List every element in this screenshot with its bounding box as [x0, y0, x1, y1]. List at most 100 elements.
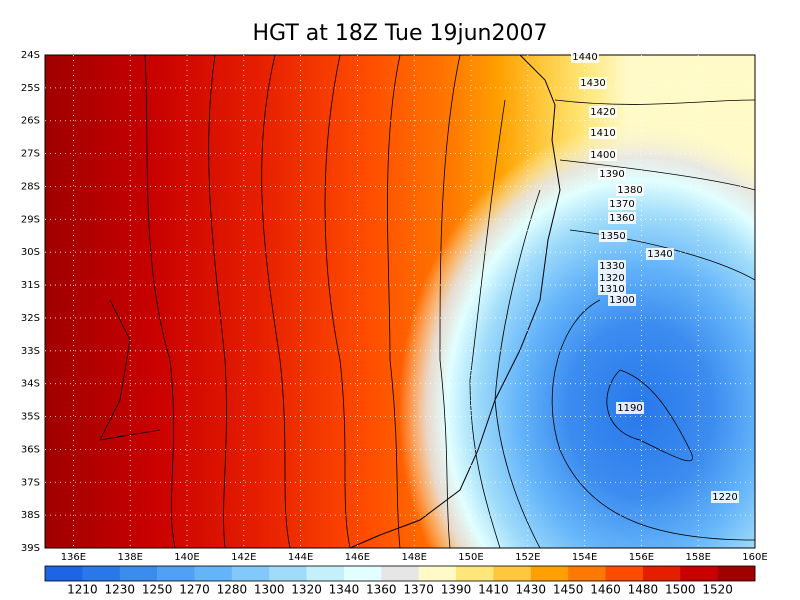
contour-label-text: 1390 [599, 169, 624, 180]
colorbar-swatch [605, 566, 644, 581]
contour-label: 1300 [608, 294, 636, 306]
lon-tick-label: 142E [231, 552, 256, 563]
contour-label-text: 1380 [617, 185, 642, 196]
lon-tick-label: 158E [685, 552, 710, 563]
colorbar-swatch [343, 566, 382, 581]
contour-label-text: 1220 [712, 492, 737, 503]
lon-tick-label: 150E [458, 552, 483, 563]
contour-label-text: 1410 [590, 128, 615, 139]
colorbar-frame [44, 565, 756, 582]
lat-tick-label: 27S [21, 149, 40, 160]
colorbar-label: 1230 [104, 583, 135, 597]
colorbar-swatch [194, 566, 233, 581]
contour-label-text: 1430 [580, 78, 605, 89]
contour-label: 1340 [646, 248, 674, 260]
contour-label: 1330 [598, 260, 626, 272]
contour-label: 1360 [608, 212, 636, 224]
contour-label-text: 1420 [590, 107, 615, 118]
colorbar-label: 1250 [142, 583, 173, 597]
contour-label-bg [571, 51, 599, 63]
contour-label-bg [711, 491, 739, 503]
contour-label-bg [608, 294, 636, 306]
contour-label: 1320 [598, 272, 626, 284]
contour-label: 1410 [589, 127, 617, 139]
colorbar-label: 1370 [403, 583, 434, 597]
colorbar-label: 1460 [590, 583, 621, 597]
lon-tick-label: 152E [515, 552, 540, 563]
colorbar-label: 1520 [702, 583, 733, 597]
colorbar-label: 1500 [665, 583, 696, 597]
colorbar-swatch [231, 566, 270, 581]
contour-label-text: 1310 [599, 284, 624, 295]
contour-label-bg [598, 283, 626, 295]
contour-label: 1220 [711, 491, 739, 503]
lat-tick-label: 25S [21, 83, 40, 94]
colorbar-swatch [717, 566, 756, 581]
colorbar-swatch [418, 566, 457, 581]
colorbar-label: 1320 [291, 583, 322, 597]
colorbar-label: 1410 [478, 583, 509, 597]
lat-tick-label: 38S [21, 510, 40, 521]
lat-tick-label: 33S [21, 346, 40, 357]
contour-label-bg [589, 149, 617, 161]
contour-label: 1350 [599, 230, 627, 242]
contour-label-bg [616, 402, 644, 414]
lon-tick-label: 136E [61, 552, 86, 563]
lat-tick-label: 39S [21, 543, 40, 554]
contour-label-bg [579, 77, 607, 89]
lon-tick-label: 156E [629, 552, 654, 563]
colorbar-swatch [568, 566, 606, 581]
contour-label-text: 1360 [609, 213, 634, 224]
contour-label-text: 1350 [600, 231, 625, 242]
lon-tick-label: 148E [401, 552, 426, 563]
contour-label: 1430 [579, 77, 607, 89]
colorbar-label: 1280 [217, 583, 248, 597]
lat-tick-label: 24S [21, 50, 40, 61]
contour-label-bg [616, 184, 644, 196]
contour-label-text: 1440 [572, 52, 597, 63]
colorbar-swatch [157, 566, 195, 581]
colorbar-swatch [456, 566, 494, 581]
contour-label-bg [598, 272, 626, 284]
colorbar-swatch [642, 566, 681, 581]
colorbar-label: 1450 [553, 583, 584, 597]
contour-label: 1440 [571, 51, 599, 63]
contour-label: 1390 [598, 168, 626, 180]
colorbar-label: 1340 [329, 583, 360, 597]
colorbar-swatch [680, 566, 718, 581]
coastline [99, 299, 161, 441]
lat-tick-label: 29S [21, 214, 40, 225]
lat-tick-label: 36S [21, 444, 40, 455]
lat-tick-label: 28S [21, 181, 40, 192]
colorbar-swatch [493, 566, 532, 581]
lat-tick-label: 30S [21, 247, 40, 258]
colorbar-swatch [530, 566, 569, 581]
contour-label-text: 1400 [590, 150, 615, 161]
contour-label-bg [599, 230, 627, 242]
lon-tick-label: 154E [572, 552, 597, 563]
contour-label-text: 1320 [599, 273, 624, 284]
colorbar-swatch [269, 566, 307, 581]
contour-label-text: 1330 [599, 261, 624, 272]
colorbar-label: 1430 [516, 583, 547, 597]
lat-tick-label: 34S [21, 379, 40, 390]
plot-frame [44, 54, 756, 549]
coastline [349, 55, 561, 548]
lat-tick-label: 35S [21, 412, 40, 423]
colorbar-swatch [381, 566, 419, 581]
field [45, 55, 755, 548]
lon-tick-label: 140E [174, 552, 199, 563]
colorbar-label: 1390 [441, 583, 472, 597]
colorbar-swatch [45, 566, 83, 581]
colorbar-label: 1360 [366, 583, 397, 597]
lon-tick-label: 144E [288, 552, 313, 563]
contour-label-text: 1190 [617, 403, 642, 414]
colorbar-label: 1300 [254, 583, 285, 597]
contour-label: 1190 [616, 402, 644, 414]
contour-label: 1420 [589, 106, 617, 118]
contour-label: 1310 [598, 283, 626, 295]
lon-tick-label: 160E [742, 552, 767, 563]
contour-label-bg [598, 168, 626, 180]
